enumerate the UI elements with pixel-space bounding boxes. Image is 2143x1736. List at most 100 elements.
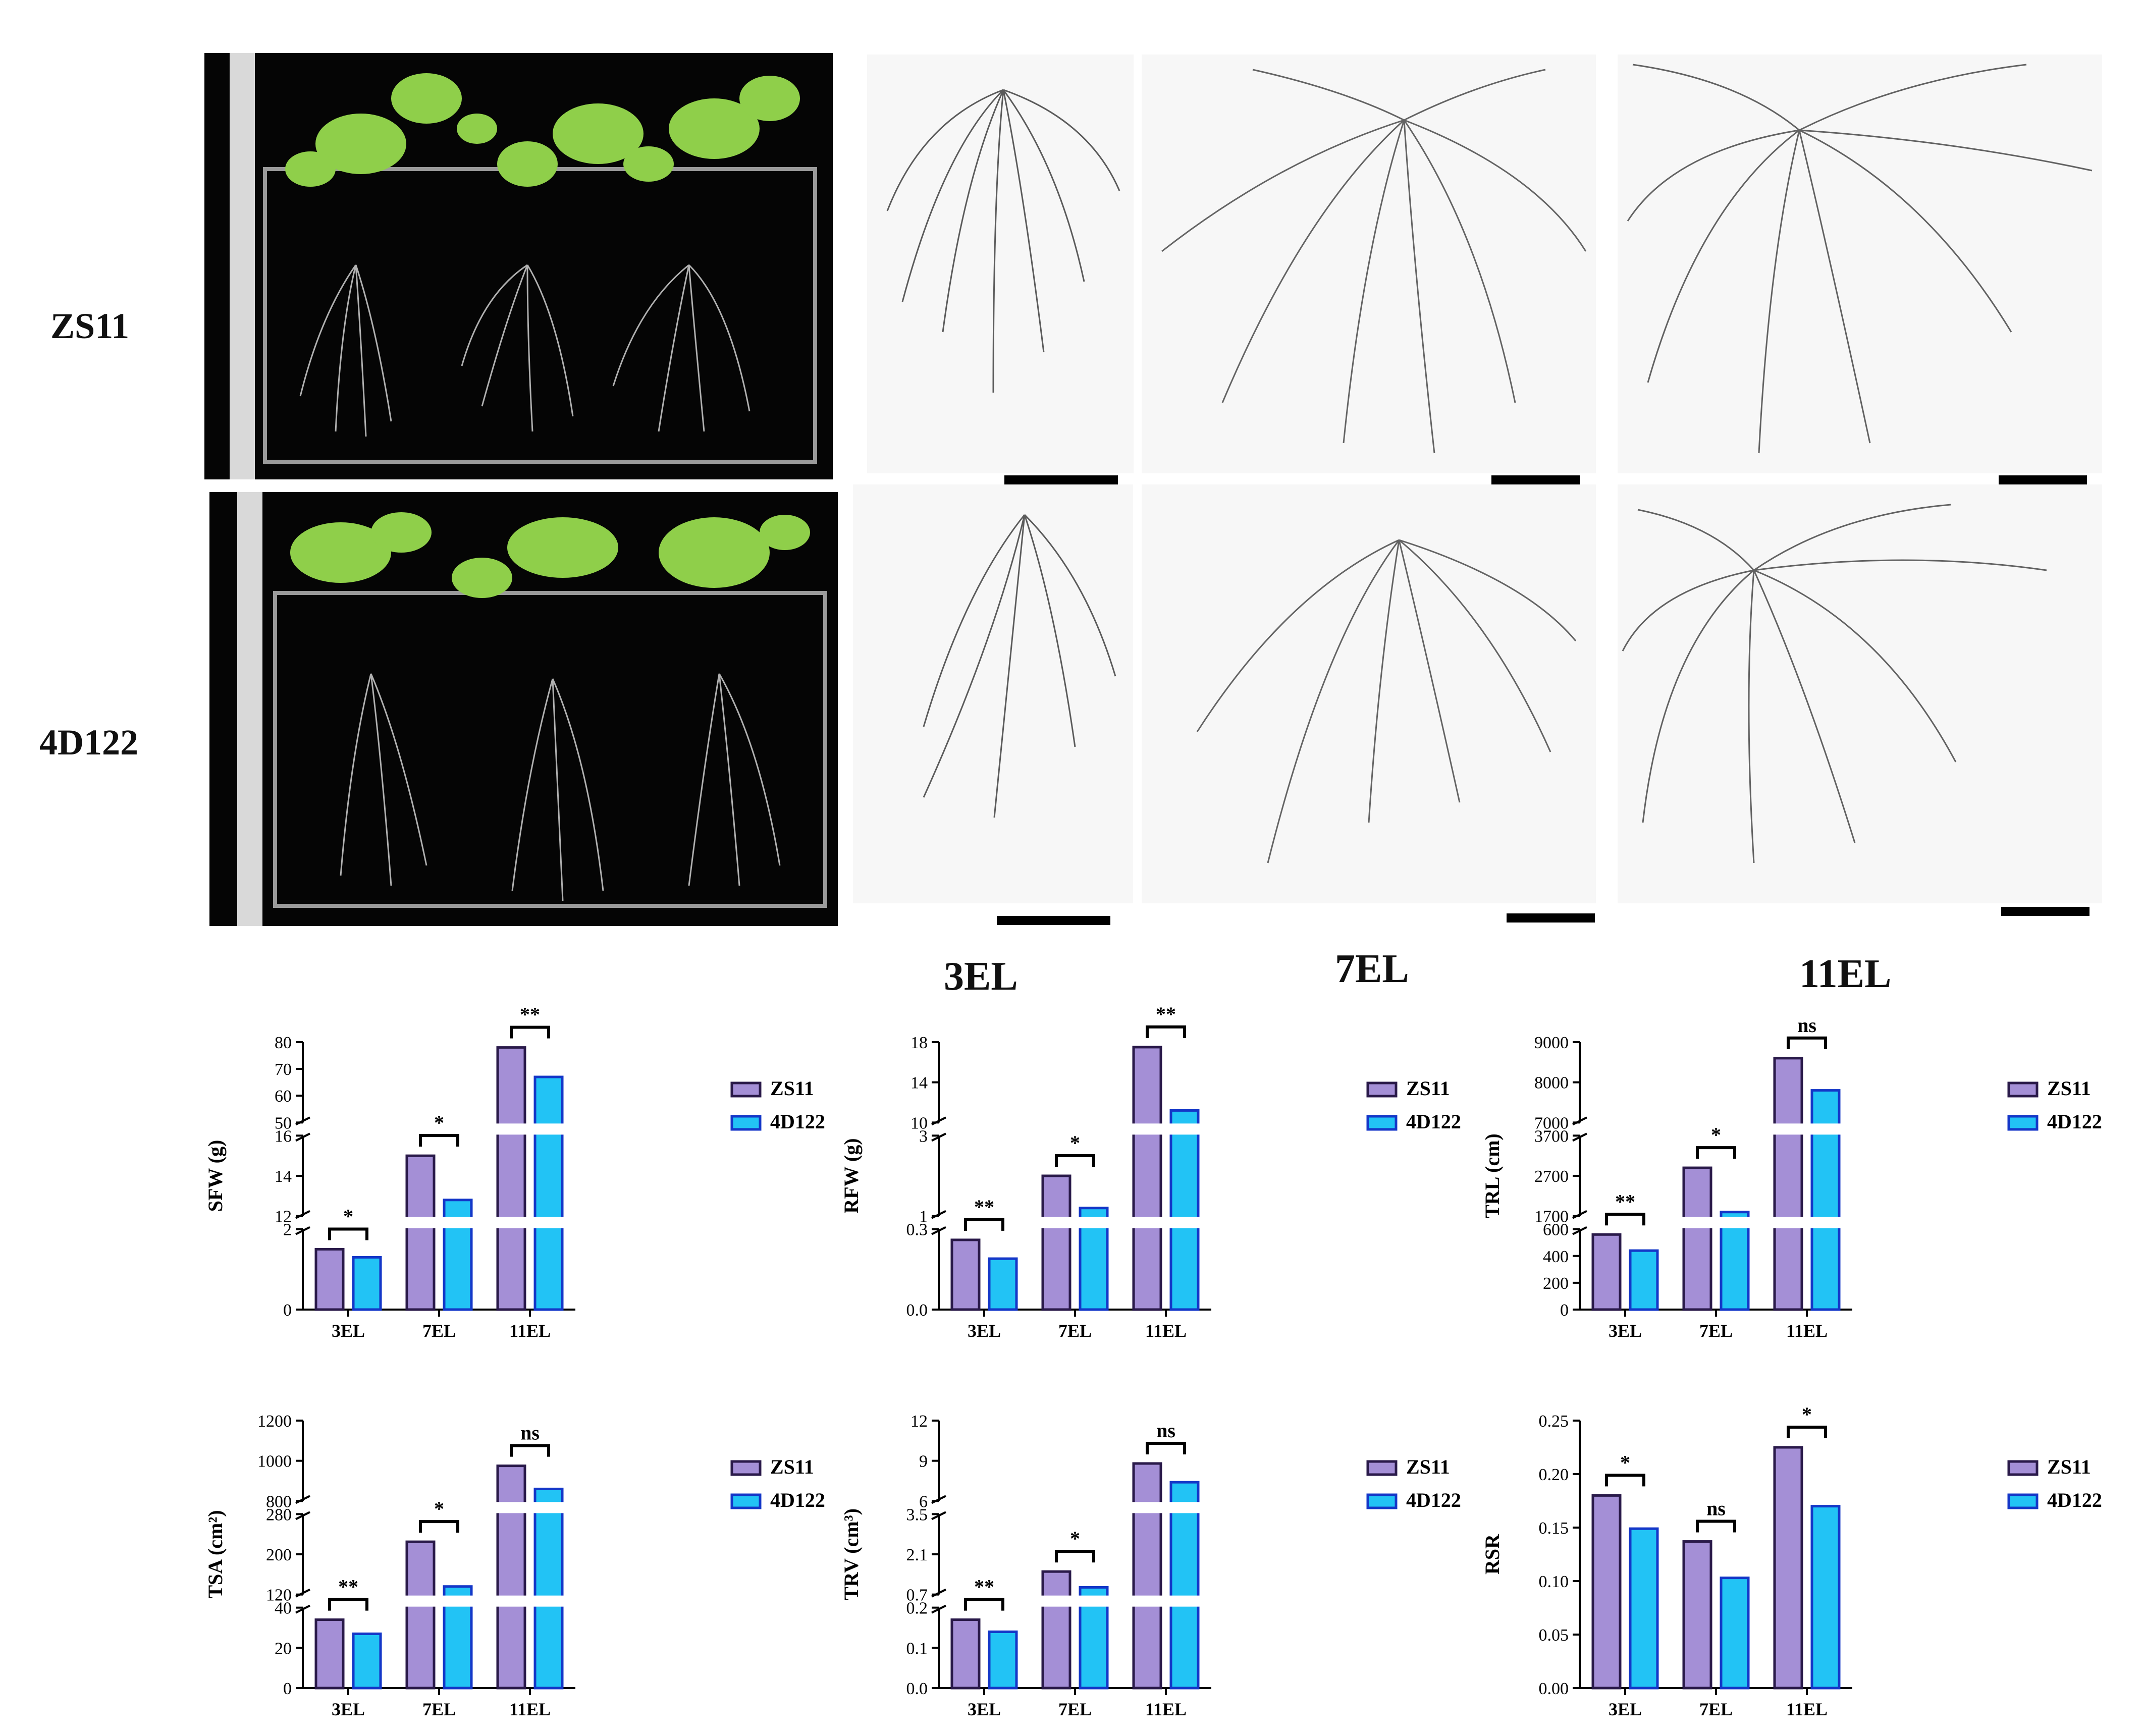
- significance-bracket: [1055, 1154, 1095, 1167]
- legend-label-zs11: ZS11: [770, 1455, 814, 1478]
- bar-zs11: [1773, 1446, 1803, 1690]
- bar-axis-break: [495, 1123, 528, 1135]
- y-tick-label: 2.1: [906, 1546, 928, 1564]
- bar-4d122: [1810, 1505, 1841, 1690]
- legend-swatch-4d122: [1366, 1115, 1398, 1131]
- axis-break-mark: [295, 1226, 310, 1235]
- x-tick-label: 11EL: [509, 1321, 551, 1341]
- axis-break-mark: [931, 1511, 946, 1521]
- bar-4d122: [1810, 1089, 1841, 1311]
- significance-label: **: [1615, 1190, 1635, 1213]
- y-tick-label: 14: [275, 1167, 292, 1186]
- significance-label: ns: [520, 1422, 540, 1444]
- bar-axis-break: [1131, 1123, 1164, 1135]
- y-tick-label: 16: [275, 1127, 292, 1146]
- root-scan-4d122-7el: [1142, 484, 1596, 903]
- root-scan-4d122-3el-art: [923, 514, 1116, 818]
- y-tick-label: 2700: [1534, 1167, 1569, 1186]
- y-tick-label: 0.05: [1539, 1626, 1569, 1645]
- significance-label: *: [1711, 1123, 1721, 1146]
- root-scan-zs11-7el: [1142, 55, 1596, 473]
- bar-zs11: [1591, 1233, 1622, 1311]
- significance-label: **: [338, 1576, 358, 1598]
- row-label-4d122: 4D122: [39, 722, 138, 763]
- y-tick-label: 3: [919, 1127, 928, 1146]
- bar-zs11: [314, 1618, 345, 1690]
- y-tick-label: 70: [275, 1060, 292, 1079]
- bar-axis-break: [1809, 1217, 1842, 1228]
- significance-bracket: [419, 1520, 459, 1533]
- axis-break-mark: [1572, 1226, 1587, 1235]
- bar-4d122: [533, 1487, 564, 1690]
- legend-swatch-4d122: [730, 1493, 762, 1509]
- bar-axis-break: [1809, 1123, 1842, 1135]
- significance-label: *: [1070, 1527, 1080, 1550]
- significance-label: ns: [1156, 1419, 1175, 1442]
- y-tick-label: 0: [1560, 1301, 1569, 1320]
- significance-bracket: [1696, 1520, 1736, 1533]
- y-tick-label: 14: [910, 1074, 928, 1093]
- y-axis-label: TSA (cm²): [204, 1510, 227, 1598]
- y-tick-label: 0.15: [1539, 1519, 1569, 1538]
- root-scan-zs11-7el-art: [1161, 69, 1587, 454]
- bar-axis-break: [404, 1595, 437, 1607]
- x-tick-label: 7EL: [422, 1699, 456, 1719]
- y-tick-label: 120: [266, 1586, 292, 1605]
- y-tick-label: 1000: [257, 1452, 292, 1471]
- y-tick-label: 20: [275, 1639, 292, 1658]
- y-tick-label: 0: [283, 1301, 292, 1320]
- bar-axis-break: [1168, 1123, 1201, 1135]
- legend-label-4d122: 4D122: [2047, 1489, 2102, 1511]
- bar-zs11: [950, 1238, 981, 1311]
- significance-label: **: [520, 1003, 540, 1026]
- scale-bar: [997, 916, 1110, 925]
- y-tick-label: 3.5: [906, 1505, 928, 1524]
- bar-zs11: [1591, 1494, 1622, 1690]
- bar-zs11: [1041, 1174, 1072, 1311]
- significance-label: *: [1802, 1403, 1812, 1426]
- significance-bracket: [1605, 1213, 1645, 1226]
- y-tick-label: 0.0: [906, 1679, 928, 1698]
- bar-4d122: [1169, 1109, 1200, 1311]
- x-tick-label: 7EL: [1058, 1699, 1092, 1719]
- x-tick-label: 7EL: [1699, 1321, 1733, 1341]
- y-tick-label: 3700: [1534, 1127, 1569, 1146]
- bar-axis-break: [1168, 1217, 1201, 1228]
- x-tick-label: 7EL: [1699, 1699, 1733, 1719]
- bar-axis-break: [441, 1595, 474, 1607]
- bar-axis-break: [532, 1502, 565, 1513]
- y-axis-label: TRL (cm): [1481, 1133, 1504, 1218]
- plant-photo-zs11: [204, 53, 833, 479]
- significance-bracket: [1055, 1550, 1095, 1563]
- y-tick-label: 0: [283, 1679, 292, 1698]
- bar-axis-break: [404, 1217, 437, 1228]
- legend-label-4d122: 4D122: [1406, 1110, 1461, 1133]
- bar-4d122: [533, 1075, 564, 1311]
- root-scan-4d122-3el: [853, 484, 1133, 903]
- scale-bar: [2001, 907, 2090, 916]
- significance-label: ns: [1797, 1014, 1816, 1037]
- column-label-3el: 3EL: [944, 954, 1018, 999]
- bar-zs11: [496, 1464, 526, 1690]
- bar-zs11: [405, 1154, 436, 1311]
- y-tick-label: 18: [910, 1034, 928, 1052]
- chart-rsr: RSR 0.00 0.05 0.10 0.15 0.20 0.25 3EL * 7EL ns 11EL…: [1481, 1403, 2102, 1719]
- legend-swatch-4d122: [1366, 1493, 1398, 1509]
- bar-axis-break: [1131, 1502, 1164, 1513]
- axis-break-mark: [295, 1511, 310, 1521]
- bar-zs11: [314, 1248, 345, 1311]
- legend-swatch-4d122: [730, 1115, 762, 1131]
- bar-4d122: [443, 1199, 473, 1311]
- bar-axis-break: [532, 1123, 565, 1135]
- significance-label: **: [974, 1576, 994, 1598]
- significance-bracket: [510, 1025, 550, 1039]
- significance-bracket: [964, 1598, 1004, 1611]
- bar-4d122: [988, 1257, 1018, 1311]
- significance-bracket: [1146, 1441, 1186, 1454]
- y-tick-label: 400: [1543, 1247, 1569, 1266]
- y-tick-label: 0.2: [906, 1599, 928, 1618]
- bar-zs11: [1132, 1462, 1162, 1690]
- bar-axis-break: [1772, 1217, 1805, 1228]
